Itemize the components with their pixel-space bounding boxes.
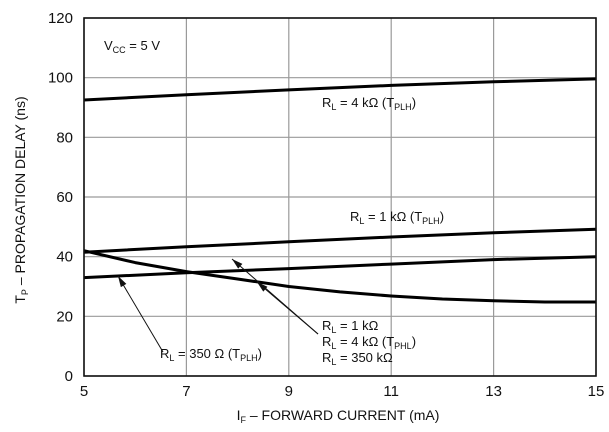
y-axis-title: TP – PROPAGATION DELAY (ns)	[12, 96, 30, 303]
y-tick-label: 100	[48, 70, 73, 87]
series-line	[83, 255, 597, 280]
arrow-line	[117, 275, 164, 353]
arrow-head	[232, 259, 243, 269]
y-tick-labels: 0 20 40 60 80 100 120	[48, 10, 73, 385]
series-line	[83, 249, 596, 304]
arrow-head	[118, 276, 127, 288]
x-tick-label: 15	[588, 383, 605, 400]
annotation-phl-3: RL = 350 kΩ	[322, 350, 393, 367]
arrow-head	[257, 282, 268, 292]
y-tick-label: 120	[48, 10, 73, 27]
annotation-arrows	[117, 258, 319, 353]
x-tick-label: 13	[485, 383, 502, 400]
y-tick-label: 20	[56, 308, 73, 325]
y-tick-label: 60	[56, 189, 73, 206]
x-tick-labels: 5 7 9 11 13 15	[80, 383, 605, 400]
x-axis-title: IF – FORWARD CURRENT (mA)	[237, 407, 440, 425]
annotation-phl-2: RL = 4 kΩ (TPHL)	[322, 334, 416, 351]
series-lines	[83, 77, 597, 304]
y-tick-label: 0	[65, 368, 73, 385]
y-tick-label: 40	[56, 249, 73, 266]
y-tick-label: 80	[56, 129, 73, 146]
annotation-r4k-plh: RL = 4 kΩ (TPLH)	[322, 95, 416, 112]
series-line	[83, 227, 597, 254]
annotation-r350-plh: RL = 350 Ω (TPLH)	[160, 346, 262, 363]
series-annotations: RL = 4 kΩ (TPLH) RL = 1 kΩ (TPLH) RL = 350…	[160, 95, 444, 367]
annotation-phl-1: RL = 1 kΩ	[322, 318, 379, 335]
plot-frame	[83, 17, 597, 377]
x-tick-label: 5	[80, 383, 88, 400]
arrow-line	[231, 258, 319, 335]
series-line	[83, 77, 597, 102]
x-tick-label: 7	[182, 383, 190, 400]
annotation-r1k-plh: RL = 1 kΩ (TPLH)	[350, 209, 444, 226]
x-tick-label: 9	[285, 383, 293, 400]
vcc-condition-label: VCC = 5 V	[104, 38, 160, 55]
x-tick-label: 11	[383, 383, 399, 400]
